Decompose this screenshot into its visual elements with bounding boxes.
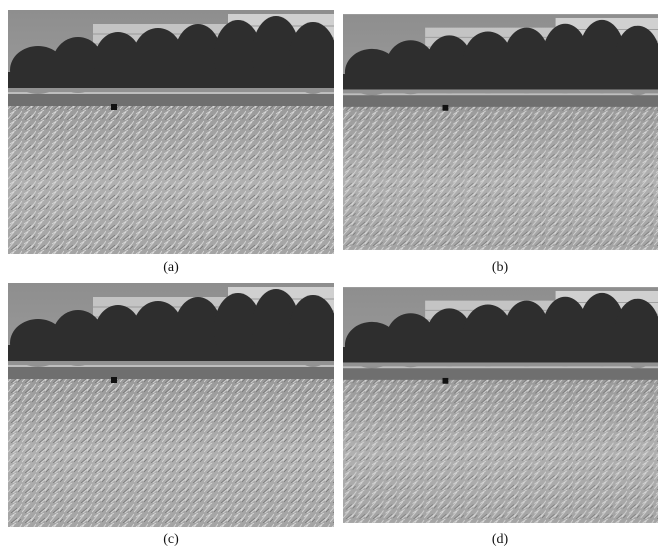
caption: (c) (163, 532, 179, 547)
panel: (c) (8, 283, 337, 547)
panel: (b) (343, 14, 661, 275)
photo (343, 14, 661, 250)
panel: (a) (8, 10, 337, 275)
photo (343, 287, 661, 523)
figure: (a) (b) (c) (d) (0, 0, 667, 547)
panel: (d) (343, 287, 661, 547)
photo (8, 283, 337, 527)
caption: (d) (492, 532, 509, 547)
caption: (a) (163, 260, 179, 275)
caption: (b) (492, 260, 509, 275)
photo (8, 10, 337, 254)
